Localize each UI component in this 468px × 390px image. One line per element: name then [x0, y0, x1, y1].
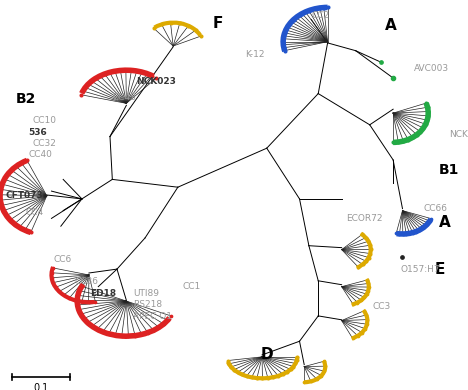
Text: APEC O1: APEC O1	[133, 312, 172, 321]
Text: CC32: CC32	[33, 138, 57, 148]
Text: O157:H7: O157:H7	[400, 264, 440, 274]
Text: ECOR72: ECOR72	[346, 214, 383, 223]
Text: CC2: CC2	[311, 11, 329, 20]
Text: CC3: CC3	[372, 301, 390, 311]
Text: K-12: K-12	[245, 50, 264, 59]
Text: B1: B1	[439, 163, 460, 177]
Text: CC6: CC6	[54, 255, 72, 264]
Text: AVC003: AVC003	[414, 64, 449, 73]
Text: CC43: CC43	[112, 93, 136, 102]
Text: B2: B2	[15, 92, 36, 106]
Text: UTI89: UTI89	[133, 289, 160, 298]
Text: CC66: CC66	[424, 204, 447, 213]
Text: E: E	[435, 262, 445, 277]
Text: RS218: RS218	[133, 300, 162, 310]
Text: F: F	[212, 16, 223, 31]
Text: ED18: ED18	[90, 289, 116, 298]
Text: NCK023: NCK023	[136, 77, 176, 87]
Text: CC36: CC36	[75, 277, 99, 286]
Text: 536: 536	[28, 128, 47, 137]
Text: CC1: CC1	[183, 282, 201, 291]
Text: CC40: CC40	[28, 149, 52, 159]
Text: A: A	[439, 215, 451, 230]
Text: CFT073: CFT073	[6, 190, 44, 200]
Text: NCK045: NCK045	[449, 130, 468, 139]
Text: A: A	[385, 18, 397, 33]
Text: 0.1: 0.1	[33, 383, 49, 390]
Text: CC10: CC10	[33, 116, 57, 126]
Text: D: D	[261, 347, 273, 362]
Text: CC4: CC4	[26, 208, 44, 217]
